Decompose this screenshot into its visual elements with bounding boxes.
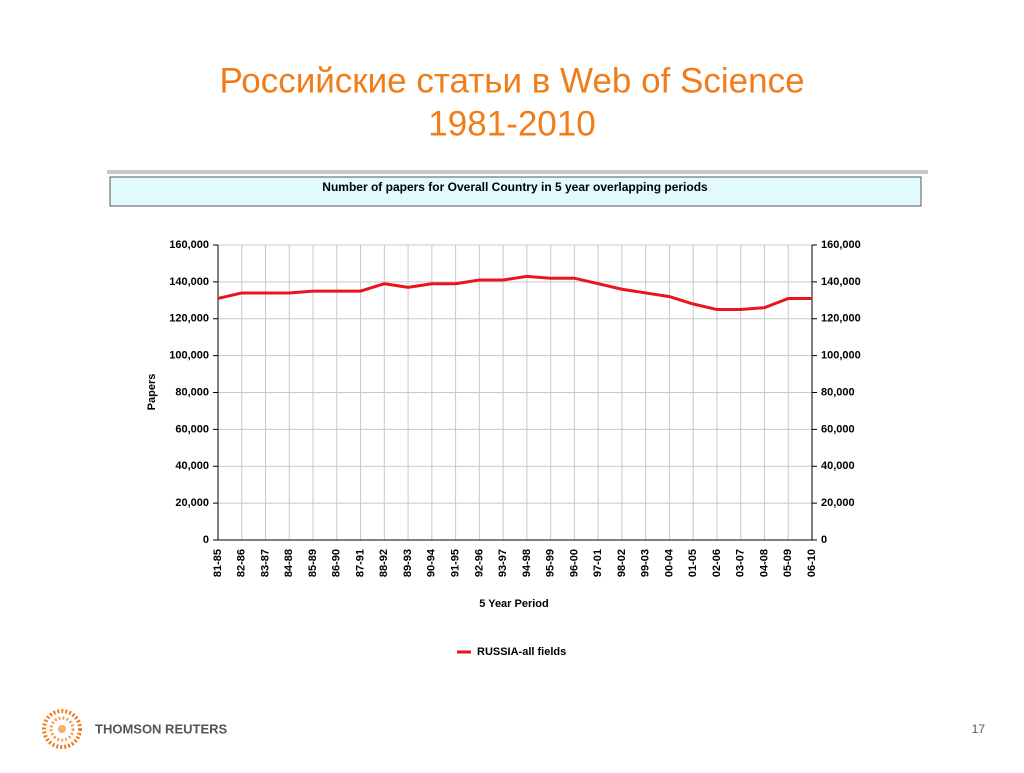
logo: [42, 709, 82, 749]
brand: THOMSON REUTERS: [95, 721, 228, 736]
x-tick-label: 05-09: [782, 549, 794, 577]
x-tick-label: 81-85: [212, 549, 224, 577]
y2-tick-label: 0: [821, 534, 827, 546]
x-tick-label: 84-88: [283, 549, 295, 577]
line-series: [217, 274, 812, 312]
y-axis-label: Papers: [146, 374, 158, 411]
x-tick-label: 99-03: [640, 549, 652, 577]
x-tick-label: 00-04: [663, 548, 675, 577]
y2-tick-label: 160,000: [821, 239, 861, 251]
chart-title: Number of papers for Overall Country in …: [322, 180, 708, 194]
y-tick-label: 160,000: [169, 239, 209, 251]
y2-tick-label: 20,000: [821, 497, 855, 509]
y2-tick-label: 60,000: [821, 423, 855, 435]
x-tick-label: 04-08: [758, 549, 770, 577]
y-tick-label: 40,000: [175, 460, 209, 472]
x-tick-label: 97-01: [592, 549, 604, 577]
chart-title-box: [109, 176, 922, 207]
x-tick-label: 82-86: [236, 549, 248, 577]
x-tick-label: 91-95: [450, 549, 462, 577]
y2-tick-label: 40,000: [821, 460, 855, 472]
x-tick-label: 86-90: [331, 549, 343, 577]
y-tick-label: 80,000: [175, 386, 209, 398]
slide-title: Российские статьи в Web of Science: [219, 61, 804, 100]
x-tick-label: 03-07: [735, 549, 747, 577]
x-tick-label: 94-98: [521, 549, 533, 577]
x-tick-label: 85-89: [307, 549, 319, 577]
slide-subtitle: 1981-2010: [428, 104, 595, 143]
y-tick-label: 100,000: [169, 350, 209, 362]
x-tick-label: 96-00: [568, 549, 580, 577]
y2-tick-label: 140,000: [821, 276, 861, 288]
x-tick-label: 88-92: [378, 549, 390, 577]
x-tick-label: 01-05: [687, 549, 699, 577]
y2-tick-label: 120,000: [821, 313, 861, 325]
y2-tick-label: 100,000: [821, 350, 861, 362]
y-tick-label: 120,000: [169, 313, 209, 325]
x-tick-label: 83-87: [259, 549, 271, 577]
y-tick-label: 20,000: [175, 497, 209, 509]
separator: [107, 170, 928, 174]
x-tick-label: 95-99: [545, 549, 557, 577]
x-tick-label: 98-02: [616, 549, 628, 577]
x-axis-label: 5 Year Period: [479, 598, 549, 610]
y-tick-label: 140,000: [169, 276, 209, 288]
x-tick-label: 89-93: [402, 549, 414, 577]
legend-label: RUSSIA-all fields: [477, 646, 566, 658]
x-tick-label: 06-10: [806, 549, 818, 577]
x-tick-label: 02-06: [711, 549, 723, 577]
page-number: 17: [972, 722, 986, 736]
y2-tick-label: 80,000: [821, 386, 855, 398]
x-tick-label: 90-94: [426, 548, 438, 577]
y-tick-label: 0: [203, 534, 209, 546]
x-tick-label: 92-96: [473, 549, 485, 577]
x-tick-label: 93-97: [497, 549, 509, 577]
y-tick-label: 60,000: [175, 423, 209, 435]
x-tick-label: 87-91: [354, 549, 366, 577]
